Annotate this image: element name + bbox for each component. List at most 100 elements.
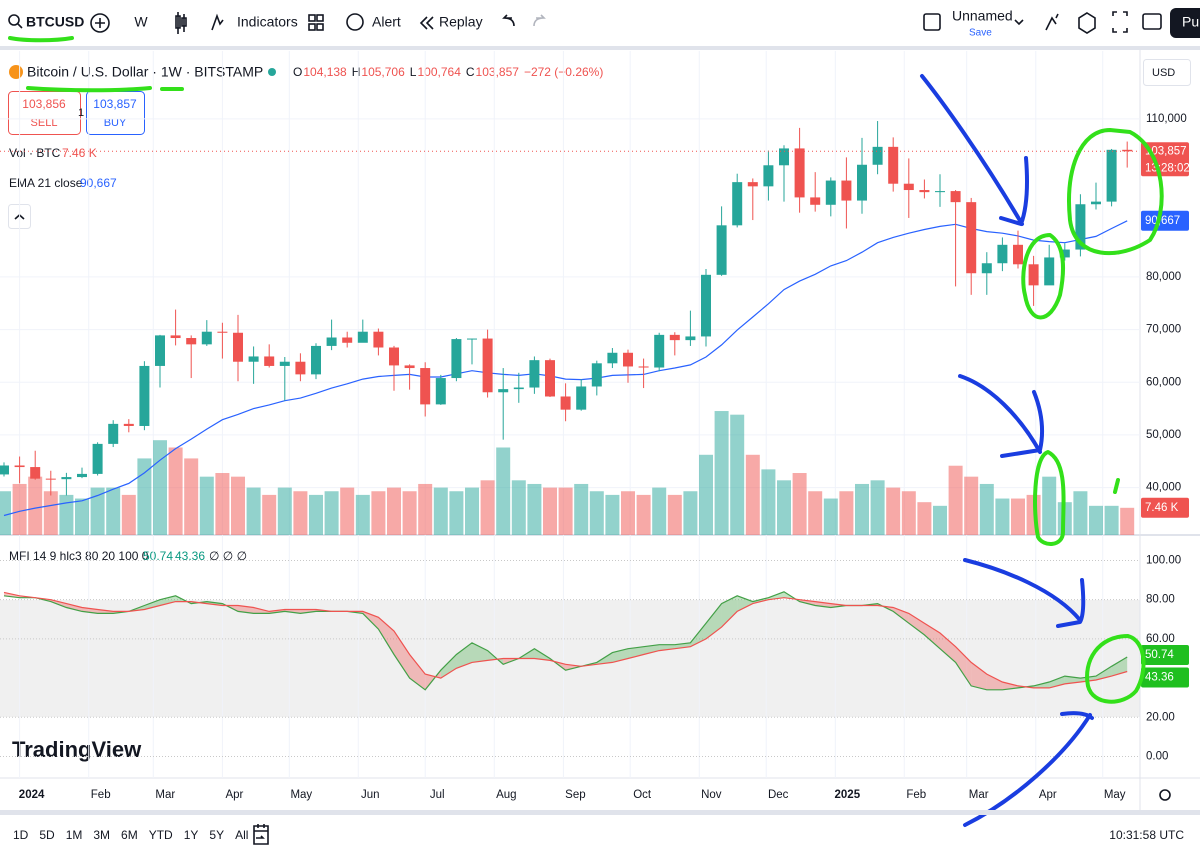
axis-settings-button[interactable]	[1159, 789, 1171, 801]
range-button[interactable]: 1M	[66, 828, 83, 842]
compare-button[interactable]	[90, 13, 110, 33]
mfi-fill	[409, 654, 426, 690]
candle-body	[139, 365, 150, 426]
ohlc-value: 104,138	[303, 65, 347, 79]
mfi-fill	[472, 642, 488, 663]
replay-button[interactable]: Replay	[419, 14, 483, 30]
quantity: 1	[78, 107, 84, 119]
range-button[interactable]: 3M	[93, 828, 110, 842]
x-tick-label: May	[1104, 789, 1126, 801]
volume-bar	[1042, 476, 1057, 535]
volume-bar	[745, 454, 760, 535]
range-button[interactable]: 1Y	[184, 828, 199, 842]
candle-body	[966, 202, 977, 274]
sell-button[interactable]: 103,856 SELL	[8, 91, 81, 135]
y-tick-label: 50,000	[1146, 429, 1181, 441]
settings-button[interactable]	[1078, 12, 1096, 34]
chart-type-button[interactable]	[175, 12, 187, 34]
replay-label: Replay	[439, 14, 483, 30]
publish-button[interactable]	[1170, 8, 1200, 38]
volume-bar	[12, 483, 27, 535]
candle-body	[342, 337, 353, 343]
undo-button[interactable]	[502, 14, 515, 27]
volume-bar	[340, 487, 355, 535]
templates-button[interactable]	[308, 14, 324, 31]
candle-body	[919, 190, 930, 193]
candle-body	[685, 336, 696, 341]
mfi-signal-tag-box	[1141, 667, 1189, 688]
range-button[interactable]: All	[235, 828, 248, 842]
currency: USD	[1152, 67, 1175, 79]
redo-button[interactable]	[533, 14, 546, 27]
annotation-stroke	[1085, 634, 1146, 704]
quick-search-button[interactable]	[1045, 13, 1059, 31]
ohlc-legend: O 104,138 H 105,706 L 100,764 C 103,857	[293, 65, 519, 79]
annotation-stroke	[26, 86, 184, 93]
x-tick-label: 2024	[19, 789, 45, 801]
volume-bar	[106, 487, 121, 535]
candle-body	[701, 274, 711, 337]
range-button[interactable]: 5D	[39, 828, 55, 842]
volume-bar	[683, 491, 698, 535]
candle-body	[170, 335, 181, 339]
volume-bar	[465, 487, 479, 535]
symbol-search[interactable]: BTCUSD	[8, 14, 84, 30]
volume-bar	[215, 473, 230, 535]
volume-value: 7.46 K	[62, 146, 97, 160]
volume-bar	[714, 411, 729, 535]
volume-bar	[886, 487, 901, 535]
candle-body	[950, 191, 961, 203]
range-button[interactable]: YTD	[149, 828, 173, 842]
annotation-stroke	[8, 36, 74, 43]
candle-body	[92, 443, 103, 474]
range-button[interactable]: 6M	[121, 828, 138, 842]
volume-bar	[589, 491, 604, 535]
volume-bar	[0, 491, 11, 535]
screenshot-button[interactable]	[1142, 13, 1162, 30]
candle-body	[888, 146, 899, 184]
volume-bar	[699, 454, 713, 535]
indicators-button[interactable]: Indicators	[211, 13, 298, 31]
volume-bar	[231, 476, 245, 535]
mfi-fill	[66, 603, 82, 612]
fullscreen-button[interactable]	[1112, 11, 1128, 33]
layout-checkbox[interactable]	[923, 13, 941, 31]
candle-body	[591, 363, 602, 387]
currency-button[interactable]	[1143, 59, 1191, 86]
volume-bar	[511, 480, 526, 535]
volume-bar	[121, 494, 136, 535]
range-button[interactable]: 1D	[13, 828, 29, 842]
candle-body	[903, 183, 914, 191]
volume-bar	[636, 494, 651, 535]
search-icon	[8, 14, 20, 26]
goto-date-button[interactable]	[253, 824, 269, 845]
x-tick-label: Apr	[1039, 789, 1057, 801]
volume-bar	[621, 491, 635, 535]
mfi-fill	[940, 632, 956, 663]
candle-body	[279, 361, 290, 366]
volume-bar	[995, 498, 1010, 535]
candle-body	[1075, 204, 1086, 250]
candle-body	[217, 331, 228, 333]
mfi-fill	[893, 607, 909, 624]
mfi-title: MFI 14 9 hlc3 80 20 100 0	[9, 549, 149, 563]
buy-button[interactable]: 103,857 BUY	[86, 91, 145, 135]
logo: TradingView	[12, 737, 142, 762]
volume-bar	[387, 487, 401, 535]
mfi-fill	[908, 613, 925, 635]
alert-button[interactable]: Alert	[346, 13, 401, 31]
ema-value: 90,667	[80, 176, 117, 190]
clock: 10:31:58 UTC	[1109, 828, 1184, 842]
layout-menu[interactable]: Unnamed Save	[952, 8, 1024, 39]
volume-bar	[293, 491, 308, 535]
grid-icon	[308, 23, 316, 31]
volume-bar	[761, 469, 776, 535]
annotations	[8, 36, 1164, 827]
candle-body	[186, 338, 197, 345]
candle-body	[404, 365, 415, 369]
ohlc-value: 105,706	[361, 65, 405, 79]
range-button[interactable]: 5Y	[209, 828, 224, 842]
x-tick-label: Feb	[906, 789, 926, 801]
interval-button[interactable]: W	[134, 14, 148, 30]
ohlc-key: C	[466, 65, 475, 79]
